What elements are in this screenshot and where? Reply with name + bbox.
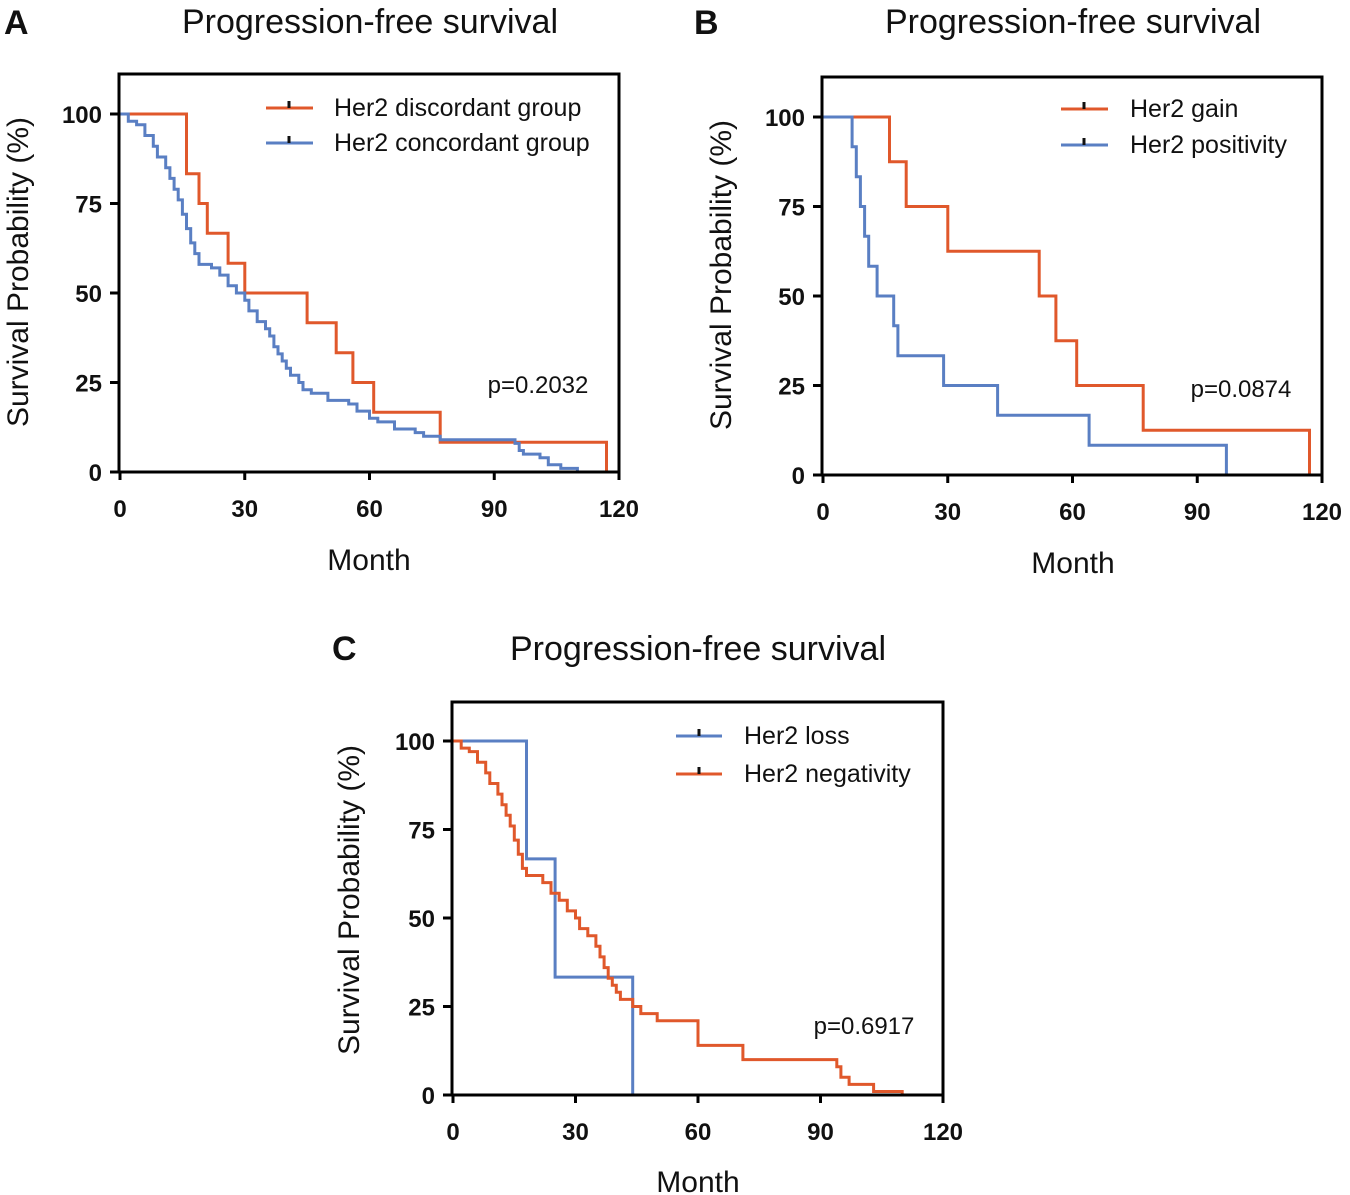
chart-c-ytick-label: 0 [422,1083,435,1110]
chart-c-legend-label-1: Her2 negativity [744,760,911,788]
panel-letter-b: B [694,4,719,42]
panel-letter-a: A [4,4,29,42]
chart-c-legend: Her2 loss Her2 negativity [676,722,911,788]
chart-a-xlabel: Month [327,544,410,577]
chart-c-ytick-label: 50 [408,906,435,933]
chart-b-legend-label-1: Her2 positivity [1130,131,1287,159]
chart-b-xtick-label: 90 [1184,499,1211,526]
chart-b-legend-label-0: Her2 gain [1130,95,1238,123]
chart-a-legend-label-1: Her2 concordant group [334,129,590,157]
chart-b-xtick-label: 120 [1302,499,1342,526]
chart-b-legend: Her2 gain Her2 positivity [1061,95,1287,159]
chart-a-ylabel: Survival Probability (%) [2,117,35,427]
chart-b-ytick-label: 50 [778,284,805,311]
chart-a-title: Progression-free survival [182,3,558,41]
chart-c-title: Progression-free survival [510,630,886,668]
chart-c: Progression-free survival Survival Proba… [333,630,963,1195]
chart-b-series-0-line [823,115,1311,475]
chart-b-ylabel: Survival Probability (%) [705,120,738,430]
chart-c-curves [453,739,904,1095]
chart-c-xtick-label: 90 [807,1119,834,1146]
chart-b-curves [823,115,1311,475]
chart-c-legend-label-0: Her2 loss [744,722,850,750]
chart-c-frame [450,700,945,1097]
chart-c-xtick-label: 0 [446,1119,459,1146]
chart-a-xtick-label: 60 [356,496,383,523]
chart-a-ticks: 0 30 60 90 120 0 25 50 75 100 [62,102,639,523]
chart-c-xtick-label: 120 [923,1119,963,1146]
chart-a-xtick-label: 120 [599,496,639,523]
chart-b-xtick-label: 30 [934,499,961,526]
chart-a-xtick-label: 0 [113,496,126,523]
chart-c-series-0-line [453,739,635,1095]
chart-c-xtick-label: 60 [685,1119,712,1146]
panel-letter-c: C [332,630,357,668]
chart-b-p-value: p=0.0874 [1191,376,1292,403]
chart-b-ytick-label: 100 [765,105,805,132]
chart-c-ytick-label: 100 [395,729,435,756]
chart-c-ytick-label: 25 [408,995,435,1022]
chart-b: Progression-free survival Survival Proba… [705,3,1342,580]
chart-b-series-1-line [823,115,1228,475]
chart-b-ytick-label: 25 [778,374,805,401]
chart-c-xlabel: Month [656,1166,739,1195]
chart-a-xtick-label: 30 [231,496,258,523]
chart-c-p-value: p=0.6917 [814,1013,915,1040]
chart-c-ticks: 0 30 60 90 120 0 25 50 75 100 [395,729,963,1146]
chart-b-xlabel: Month [1031,547,1114,580]
chart-a-curves [120,112,608,472]
chart-c-ylabel: Survival Probability (%) [333,745,366,1055]
chart-b-ytick-label: 0 [792,463,805,490]
chart-a-legend: Her2 discordant group Her2 concordant gr… [266,94,590,157]
chart-a-ytick-label: 25 [75,371,102,398]
chart-b-xtick-label: 0 [816,499,829,526]
chart-c-series-1-line [453,739,904,1095]
chart-a-series-0-line [120,112,608,472]
chart-a-p-value: p=0.2032 [488,372,589,399]
chart-c-xtick-label: 30 [562,1119,589,1146]
chart-a-legend-label-0: Her2 discordant group [334,94,581,122]
chart-b-title: Progression-free survival [885,3,1261,41]
chart-a-xtick-label: 90 [481,496,508,523]
chart-b-frame [820,75,1324,477]
chart-b-ticks: 0 30 60 90 120 0 25 50 75 100 [765,105,1342,526]
chart-a-series-1-line [120,112,579,472]
chart-a-ytick-label: 50 [75,281,102,308]
chart-a-ytick-label: 75 [75,192,102,219]
chart-c-ytick-label: 75 [408,818,435,845]
chart-a: Progression-free survival Survival Proba… [2,3,639,577]
chart-b-ytick-label: 75 [778,195,805,222]
chart-a-ytick-label: 100 [62,102,102,129]
chart-a-ytick-label: 0 [89,460,102,487]
chart-a-frame [117,72,621,474]
chart-b-xtick-label: 60 [1059,499,1086,526]
